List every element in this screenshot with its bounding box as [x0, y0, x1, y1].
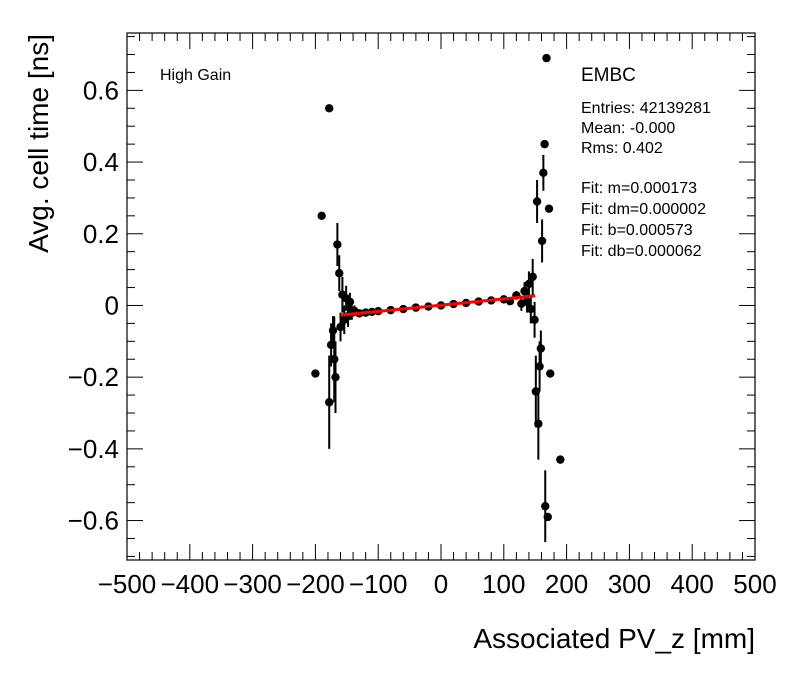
data-point: [331, 341, 340, 414]
point-marker: [544, 204, 554, 213]
point-marker: [335, 268, 344, 278]
y-tick-label: −0.6: [68, 506, 119, 536]
point-marker: [537, 236, 547, 246]
data-point: [546, 369, 555, 378]
point-marker: [543, 512, 552, 522]
fit-m: Fit: m=0.000173: [581, 180, 697, 197]
point-marker: [532, 197, 542, 206]
y-tick-label: −0.2: [68, 362, 119, 392]
y-tick-label: 0: [105, 290, 119, 320]
point-marker: [317, 211, 326, 221]
point-marker: [534, 419, 543, 428]
point-marker: [325, 104, 334, 113]
data-point: [544, 204, 554, 213]
data-point: [528, 258, 537, 295]
data-point: [328, 316, 338, 345]
fit-b: Fit: b=0.000573: [581, 222, 693, 239]
x-tick-label: 300: [608, 569, 651, 599]
data-point: [325, 355, 334, 449]
point-marker: [542, 53, 551, 63]
data-point: [333, 223, 342, 267]
point-marker: [328, 326, 338, 335]
point-marker: [336, 322, 345, 332]
point-marker: [546, 369, 555, 378]
point-marker: [331, 372, 340, 382]
data-point: [335, 255, 344, 292]
data-point: [317, 211, 326, 221]
point-marker: [526, 304, 536, 314]
data-point: [530, 301, 539, 338]
data-point: [537, 219, 547, 263]
point-marker: [535, 362, 544, 371]
y-tick-labels: −0.6 −0.4 −0.2 0 0.2 0.4 0.6: [68, 75, 119, 535]
fit-box: Fit: m=0.000173 Fit: dm=0.000002 Fit: b=…: [581, 180, 706, 260]
point-marker: [530, 315, 539, 325]
x-axis-title: Associated PV_z [mm]: [473, 623, 755, 654]
fit-db: Fit: db=0.000062: [581, 243, 702, 260]
point-marker: [524, 279, 534, 289]
point-marker: [541, 502, 550, 511]
axis-ticks: [126, 33, 756, 560]
data-point: [536, 330, 546, 367]
point-marker: [536, 344, 546, 353]
y-tick-label: 0.2: [83, 219, 119, 249]
point-marker: [522, 297, 532, 307]
point-marker: [345, 297, 355, 307]
point-marker: [556, 455, 565, 464]
fit-line: [340, 294, 536, 317]
data-point: [540, 139, 549, 149]
x-tick-label: 200: [545, 569, 588, 599]
x-tick-label: −100: [349, 569, 408, 599]
y-tick-label: 0.6: [83, 75, 119, 105]
point-marker: [540, 139, 549, 149]
x-tick-label: 400: [671, 569, 714, 599]
x-tick-label: 500: [733, 569, 776, 599]
x-tick-label: −500: [98, 569, 157, 599]
point-marker: [333, 240, 342, 249]
fit-dm: Fit: dm=0.000002: [581, 201, 706, 218]
data-point: [345, 292, 355, 311]
point-marker: [325, 398, 334, 407]
x-tick-label: −200: [286, 569, 345, 599]
x-tick-label: 100: [482, 569, 525, 599]
data-point: [539, 154, 548, 191]
x-tick-labels: −500 −400 −300 −200 −100 0 100 200 300 400 500: [98, 569, 777, 599]
data-point: [543, 512, 552, 522]
data-point: [336, 312, 345, 342]
y-axis-title: Avg. cell time [ns]: [23, 34, 54, 253]
data-point: [311, 369, 320, 378]
stats-box: Entries: 42139281 Mean: -0.000 Rms: 0.40…: [581, 100, 711, 157]
point-marker: [539, 168, 548, 178]
stats-entries: Entries: 42139281: [581, 100, 711, 117]
gain-label: High Gain: [160, 67, 231, 84]
data-points: [311, 53, 565, 543]
partition-label: EMBC: [581, 65, 636, 86]
point-marker: [330, 355, 339, 364]
stats-rms: Rms: 0.402: [581, 140, 663, 157]
x-tick-label: 0: [434, 569, 448, 599]
x-tick-label: −400: [161, 569, 220, 599]
data-point: [532, 179, 542, 224]
data-point: [556, 455, 565, 464]
data-point: [542, 53, 551, 63]
point-marker: [311, 369, 320, 378]
y-tick-label: −0.4: [68, 434, 119, 464]
data-point: [534, 387, 543, 460]
y-tick-label: 0.4: [83, 147, 119, 177]
point-marker: [528, 272, 537, 281]
data-point: [541, 470, 550, 543]
x-tick-label: −300: [223, 569, 282, 599]
stats-mean: Mean: -0.000: [581, 120, 675, 137]
data-point: [325, 104, 334, 113]
